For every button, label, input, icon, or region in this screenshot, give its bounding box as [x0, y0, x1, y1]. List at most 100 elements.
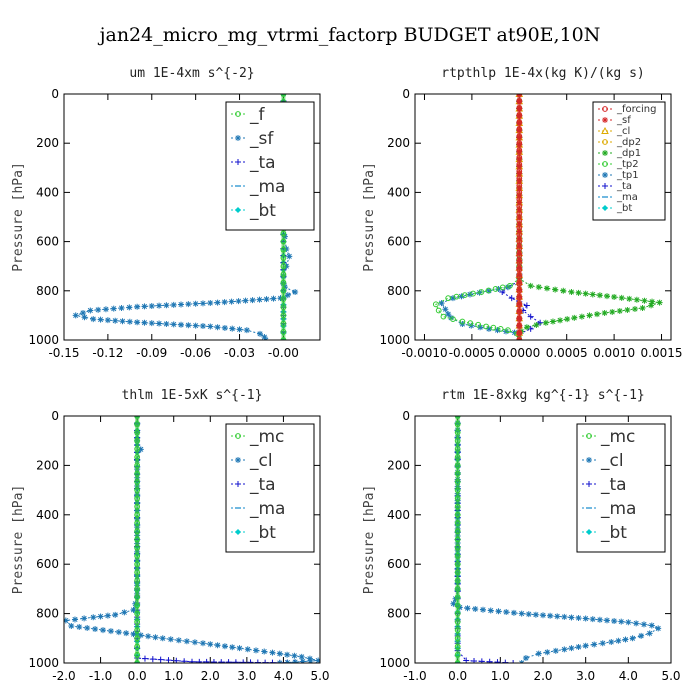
data-point	[591, 641, 598, 648]
data-point	[298, 653, 305, 660]
data-point	[199, 323, 206, 330]
data-point	[475, 321, 482, 328]
data-point	[640, 621, 647, 628]
data-point	[472, 605, 479, 612]
data-point	[510, 609, 517, 616]
data-point	[307, 658, 314, 663]
data-point	[575, 289, 582, 296]
legend-label: _bt	[249, 523, 276, 543]
data-point	[435, 307, 442, 314]
legend: _mc _cl _ta _ma _bt	[225, 423, 315, 553]
data-point	[560, 287, 567, 294]
y-tick-label: 600	[36, 235, 59, 249]
data-point	[575, 614, 582, 621]
data-point	[594, 311, 601, 318]
x-tick-label: 0.0005	[546, 346, 588, 360]
legend-entry: _cl	[582, 451, 624, 471]
data-point	[228, 298, 235, 305]
data-point	[292, 289, 299, 296]
legend-marker	[235, 207, 241, 213]
x-tick-label: 4.0	[274, 669, 293, 683]
data-point	[181, 658, 188, 663]
legend-label: _ta	[249, 153, 276, 173]
data-point	[544, 649, 551, 656]
data-point	[112, 611, 119, 618]
data-point	[134, 303, 141, 310]
legend-marker	[235, 481, 241, 487]
data-point	[214, 299, 221, 306]
data-point	[499, 284, 506, 291]
legend-entry: _cl	[598, 126, 630, 137]
data-point	[540, 612, 546, 619]
data-point	[450, 600, 457, 607]
y-tick-label: 400	[36, 185, 59, 199]
data-point	[199, 640, 206, 647]
data-point	[492, 286, 499, 292]
legend-label: _dp2	[616, 137, 641, 148]
y-tick-label: 1000	[379, 333, 410, 347]
data-point	[170, 321, 177, 328]
series-line	[435, 94, 520, 340]
data-point	[192, 300, 199, 307]
legend-entry: _sf	[231, 129, 274, 149]
y-tick-label: 800	[36, 607, 59, 621]
data-point	[508, 295, 515, 302]
data-point	[175, 637, 182, 644]
x-tick-label: -0.0010	[401, 346, 447, 360]
panel-title: thlm 1E-5xK s^{-1}	[122, 388, 263, 403]
legend-label: _ta	[249, 475, 276, 495]
data-point	[456, 604, 463, 611]
panel-rtm: rtm 1E-8xkg kg^{-1} s^{-1} Pressure [hPa]…	[362, 388, 681, 683]
data-point	[575, 643, 582, 650]
data-point	[64, 617, 69, 624]
data-point	[256, 296, 263, 303]
x-tick-label: -2.0	[52, 669, 75, 683]
data-point	[648, 622, 655, 629]
data-point	[495, 608, 502, 615]
legend-label: _bt	[249, 201, 276, 221]
data-point	[68, 622, 75, 629]
data-point	[115, 629, 122, 636]
legend-entry: _tp1	[598, 170, 639, 181]
legend-marker	[586, 481, 592, 487]
data-point	[263, 296, 270, 303]
x-tick-label: 0.0000	[498, 346, 540, 360]
y-tick-label: 400	[36, 508, 59, 522]
data-point	[104, 612, 111, 619]
x-tick-label: 5.0	[661, 669, 680, 683]
legend-label: _cl	[249, 451, 273, 471]
data-point	[510, 660, 517, 663]
data-point	[110, 305, 117, 312]
data-point	[582, 290, 589, 297]
data-point	[490, 324, 497, 331]
plot-frame	[414, 93, 672, 341]
data-point	[625, 619, 632, 626]
data-point	[157, 656, 164, 663]
data-point	[486, 658, 493, 663]
data-point	[199, 300, 206, 307]
data-point	[618, 618, 625, 625]
data-point	[527, 313, 534, 320]
data-point	[533, 321, 540, 328]
data-point	[458, 293, 465, 300]
data-point	[622, 636, 629, 643]
series-tp1	[438, 94, 523, 340]
data-point	[589, 616, 596, 623]
legend: _forcing_sf_cl_dp2_dp1_tp2_tp1_ta_ma_bt	[592, 101, 666, 221]
data-point	[299, 658, 306, 663]
legend-marker	[235, 159, 241, 165]
data-point	[277, 295, 284, 302]
legend-entry: _ma	[231, 499, 285, 519]
legend-label: _ta	[616, 181, 632, 192]
data-point	[221, 324, 228, 331]
data-point	[554, 613, 561, 620]
data-point	[604, 617, 610, 624]
data-point	[432, 301, 439, 308]
legend-label: _dp1	[616, 148, 641, 159]
data-point	[596, 616, 603, 623]
data-point	[485, 287, 492, 294]
data-point	[315, 657, 320, 663]
data-point	[578, 313, 585, 320]
series-ta	[454, 416, 517, 663]
panel-rtpthlp: rtpthlp 1E-4x(kg K)/(kg s) Pressure [hPa]…	[362, 66, 683, 360]
